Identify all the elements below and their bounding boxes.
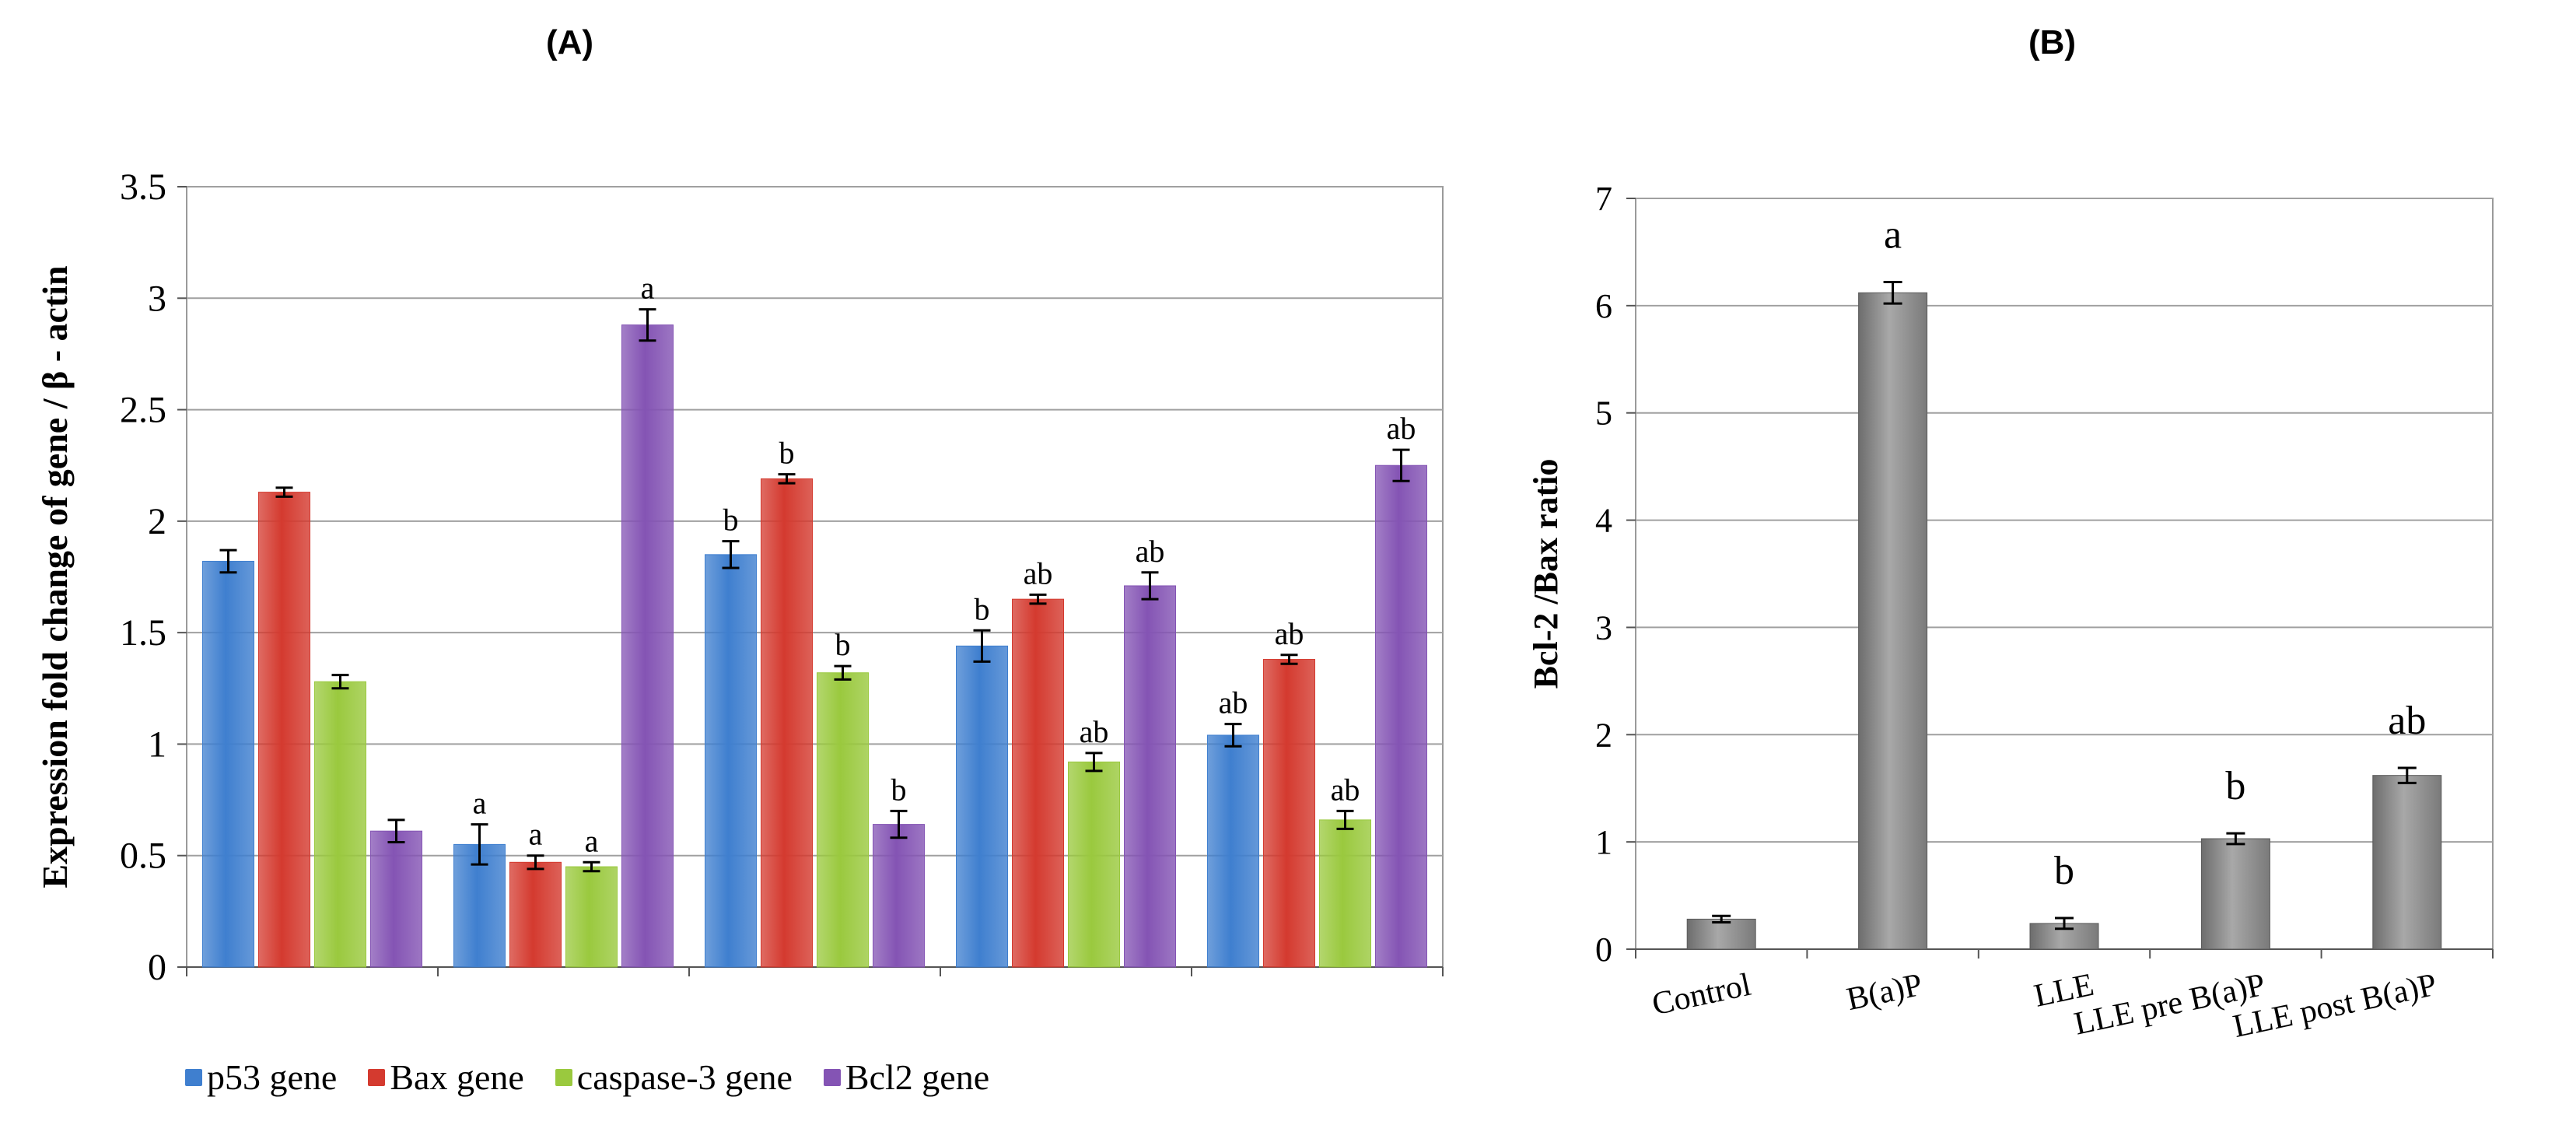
bar bbox=[314, 681, 366, 968]
y-tick-label-b: 6 bbox=[1595, 287, 1612, 325]
significance-label: ab bbox=[1024, 555, 1053, 591]
significance-label: ab bbox=[1136, 534, 1165, 569]
y-tick-label-b: 0 bbox=[1595, 930, 1612, 969]
significance-label: a bbox=[529, 817, 543, 852]
y-tick-label-a: 0 bbox=[148, 947, 166, 988]
legend-swatch bbox=[368, 1068, 386, 1086]
bar bbox=[258, 492, 310, 968]
bar bbox=[2200, 838, 2270, 950]
x-tick-label-b: B(a)P bbox=[1843, 967, 1925, 1018]
significance-label: b bbox=[891, 772, 907, 807]
significance-label: ab bbox=[1331, 772, 1360, 807]
bar bbox=[817, 672, 869, 968]
bar bbox=[873, 824, 925, 968]
y-tick-label-a: 2.5 bbox=[120, 390, 166, 431]
y-tick-label-a: 1 bbox=[148, 724, 166, 765]
bar bbox=[1686, 918, 1756, 950]
significance-label: a bbox=[585, 823, 599, 858]
x-tick-label-b: Control bbox=[1649, 967, 1754, 1023]
significance-label: b bbox=[2054, 849, 2074, 893]
legend-a: p53 gene Bax gene caspase-3 gene Bcl2 ge… bbox=[185, 1057, 1020, 1098]
significance-label: b bbox=[2225, 764, 2245, 808]
legend-label: p53 gene bbox=[207, 1057, 338, 1097]
y-tick-label-a: 3.5 bbox=[120, 166, 166, 208]
bar bbox=[1375, 464, 1427, 968]
bar bbox=[370, 830, 422, 968]
significance-label: b bbox=[723, 503, 739, 538]
legend-item: caspase-3 gene bbox=[555, 1057, 793, 1098]
y-tick-label-b: 1 bbox=[1595, 823, 1612, 861]
significance-label: a bbox=[1884, 213, 1902, 258]
bar bbox=[1124, 585, 1176, 968]
y-tick-label-a: 0.5 bbox=[120, 836, 166, 877]
panel-a-title: (A) bbox=[546, 23, 594, 61]
significance-label: ab bbox=[1387, 411, 1416, 446]
legend-swatch bbox=[555, 1068, 572, 1086]
legend-label: caspase-3 gene bbox=[576, 1057, 793, 1097]
bar bbox=[1263, 659, 1315, 968]
bar bbox=[621, 324, 674, 968]
y-tick-label-a: 1.5 bbox=[120, 612, 166, 654]
significance-label: b bbox=[975, 591, 990, 626]
y-tick-label-a: 2 bbox=[148, 501, 166, 542]
significance-label: ab bbox=[1080, 714, 1109, 749]
significance-label: ab bbox=[1219, 685, 1248, 720]
bar bbox=[202, 560, 254, 968]
y-tick-label-a: 3 bbox=[148, 278, 166, 319]
bar bbox=[1319, 819, 1371, 968]
y-tick-label-b: 2 bbox=[1595, 716, 1612, 754]
significance-label: b bbox=[835, 627, 851, 662]
y-tick-label-b: 5 bbox=[1595, 394, 1612, 433]
y-axis-label-b: Bcl-2 /Bax ratio bbox=[1527, 459, 1565, 689]
bar bbox=[1858, 292, 1928, 950]
bar bbox=[509, 861, 562, 968]
significance-label: ab bbox=[1275, 616, 1304, 651]
y-axis-label-a: Expression fold change of gene / β - act… bbox=[35, 265, 75, 888]
legend-item: Bcl2 gene bbox=[823, 1057, 990, 1098]
significance-label: a bbox=[473, 786, 487, 821]
plot-area-b bbox=[1635, 198, 2494, 950]
legend-swatch bbox=[185, 1068, 202, 1086]
y-tick-label-b: 4 bbox=[1595, 502, 1612, 540]
bar bbox=[1207, 734, 1259, 968]
legend-swatch bbox=[823, 1068, 841, 1086]
significance-label: a bbox=[641, 271, 655, 306]
significance-label: ab bbox=[2388, 699, 2426, 743]
legend-item: Bax gene bbox=[368, 1057, 524, 1098]
legend-label: Bax gene bbox=[390, 1057, 524, 1097]
bar bbox=[2372, 775, 2442, 950]
panel-b-title: (B) bbox=[2028, 23, 2077, 61]
significance-label: b bbox=[779, 436, 795, 471]
bar bbox=[1012, 598, 1064, 968]
legend-label: Bcl2 gene bbox=[845, 1057, 990, 1097]
y-tick-label-b: 7 bbox=[1595, 180, 1612, 218]
bar bbox=[705, 554, 757, 968]
y-tick-label-b: 3 bbox=[1595, 608, 1612, 647]
legend-item: p53 gene bbox=[185, 1057, 337, 1098]
